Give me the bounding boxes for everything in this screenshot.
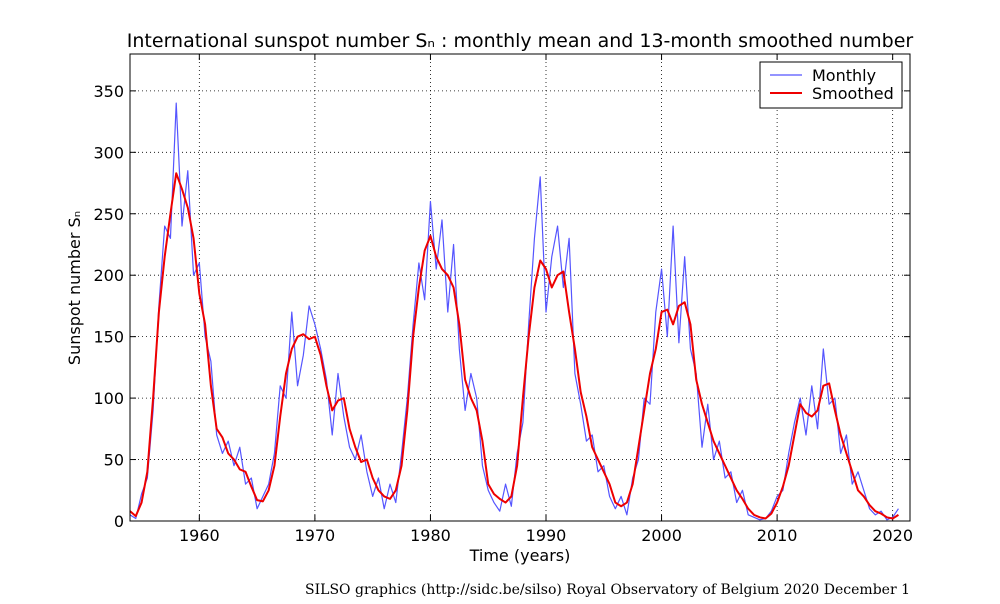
footer: SILSO graphics (http://sidc.be/silso) Ro…: [305, 582, 910, 598]
x-tick-label: 1960: [179, 526, 220, 545]
chart-title: International sunspot number Sₙ : monthl…: [127, 30, 914, 52]
x-tick-label: 1980: [410, 526, 451, 545]
x-tick-label: 2020: [872, 526, 913, 545]
y-tick-label: 200: [93, 266, 124, 285]
y-tick-label: 0: [114, 512, 124, 531]
x-tick-label: 1970: [295, 526, 336, 545]
series-line: [129, 172, 899, 520]
x-axis-label: Time (years): [469, 546, 571, 565]
legend-box: [759, 61, 903, 109]
y-tick-label: 300: [93, 143, 124, 162]
plot-frame: [129, 53, 911, 522]
legend-label: Smoothed: [812, 84, 894, 103]
legend-label: Monthly: [812, 66, 876, 85]
x-tick-label: 2000: [641, 526, 682, 545]
y-tick-label: 350: [93, 82, 124, 101]
y-tick-label: 150: [93, 328, 124, 347]
y-axis-label: Sunspot number Sₙ: [65, 211, 84, 365]
x-tick-label: 2010: [757, 526, 798, 545]
y-tick-label: 100: [93, 389, 124, 408]
x-tick-label: 1990: [526, 526, 567, 545]
y-tick-label: 250: [93, 205, 124, 224]
y-tick-label: 50: [104, 451, 124, 470]
